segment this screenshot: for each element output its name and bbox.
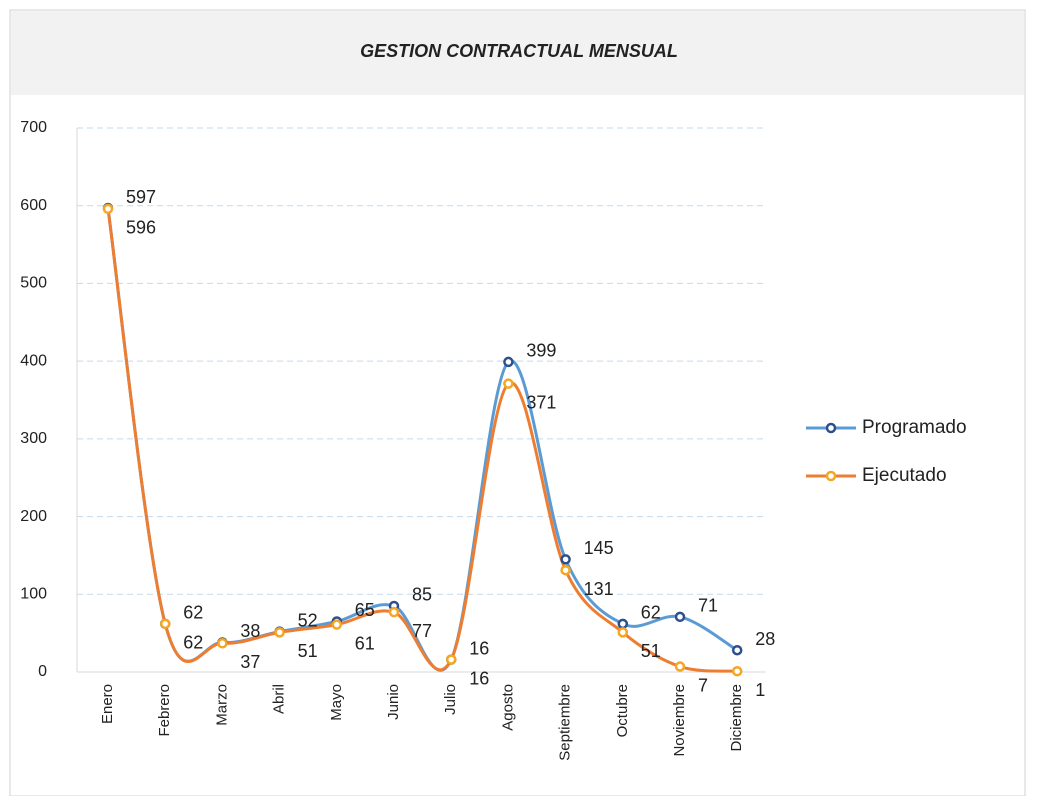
data-label: 371	[526, 392, 556, 412]
data-point	[674, 661, 686, 672]
legend-marker	[825, 470, 837, 482]
data-label: 62	[641, 603, 661, 623]
x-tick-label: Marzo	[213, 684, 230, 726]
data-point	[674, 611, 686, 623]
data-label: 62	[183, 633, 203, 653]
legend-label: Ejecutado	[862, 465, 947, 486]
x-tick-label: Enero	[99, 684, 116, 724]
data-point	[102, 203, 114, 215]
data-point	[731, 644, 743, 656]
data-point	[388, 606, 400, 618]
y-tick-label: 600	[20, 197, 47, 214]
data-label: 16	[469, 668, 489, 688]
data-point	[331, 619, 343, 630]
data-label: 77	[412, 621, 432, 641]
chart-frame	[9, 9, 1026, 797]
y-tick-label: 400	[20, 352, 47, 369]
data-label: 16	[469, 638, 489, 658]
data-point	[217, 637, 228, 649]
x-tick-label: Septiembre	[557, 684, 574, 761]
y-tick-label: 300	[20, 430, 47, 447]
x-tick-label: Diciembre	[728, 684, 745, 752]
x-tick-label: Agosto	[499, 684, 516, 731]
data-point	[731, 665, 743, 677]
x-tick-label: Abril	[271, 684, 288, 714]
y-tick-label: 0	[38, 663, 47, 680]
legend-marker	[825, 422, 837, 434]
data-point	[445, 654, 457, 665]
data-point	[503, 378, 514, 389]
data-label: 37	[240, 652, 260, 672]
data-label: 65	[355, 600, 375, 620]
data-label: 62	[183, 603, 203, 623]
data-label: 28	[755, 629, 775, 649]
data-point	[274, 627, 285, 638]
chart-title: GESTION CONTRACTUAL MENSUAL	[360, 41, 678, 61]
data-label: 85	[412, 585, 432, 605]
x-tick-label: Mayo	[328, 684, 345, 721]
data-label: 61	[355, 633, 375, 653]
data-point	[560, 564, 571, 576]
series-line	[106, 208, 738, 673]
data-label: 399	[526, 341, 556, 361]
data-label: 52	[298, 610, 318, 630]
data-label: 131	[584, 579, 614, 599]
x-tick-label: Febrero	[156, 684, 173, 737]
x-tick-label: Octubre	[614, 684, 631, 737]
y-tick-label: 100	[20, 586, 47, 603]
legend-label: Programado	[862, 417, 967, 438]
data-label: 51	[298, 641, 318, 661]
data-point	[617, 627, 629, 638]
data-label: 1	[755, 680, 765, 700]
y-tick-label: 200	[20, 508, 47, 525]
data-label: 597	[126, 187, 156, 207]
data-label: 7	[698, 675, 708, 695]
y-tick-label: 500	[20, 275, 47, 292]
x-tick-label: Junio	[385, 684, 402, 720]
data-label: 51	[641, 641, 661, 661]
data-label: 38	[240, 621, 260, 641]
data-point	[503, 356, 514, 368]
data-point	[617, 618, 629, 630]
data-label: 596	[126, 218, 156, 238]
x-tick-label: Julio	[442, 684, 459, 715]
data-label: 71	[698, 596, 718, 616]
data-point	[560, 554, 571, 565]
data-point	[159, 618, 171, 630]
title-band	[11, 11, 1024, 95]
x-tick-label: Noviembre	[671, 684, 688, 757]
y-tick-label: 700	[20, 119, 47, 136]
data-label: 145	[584, 538, 614, 558]
